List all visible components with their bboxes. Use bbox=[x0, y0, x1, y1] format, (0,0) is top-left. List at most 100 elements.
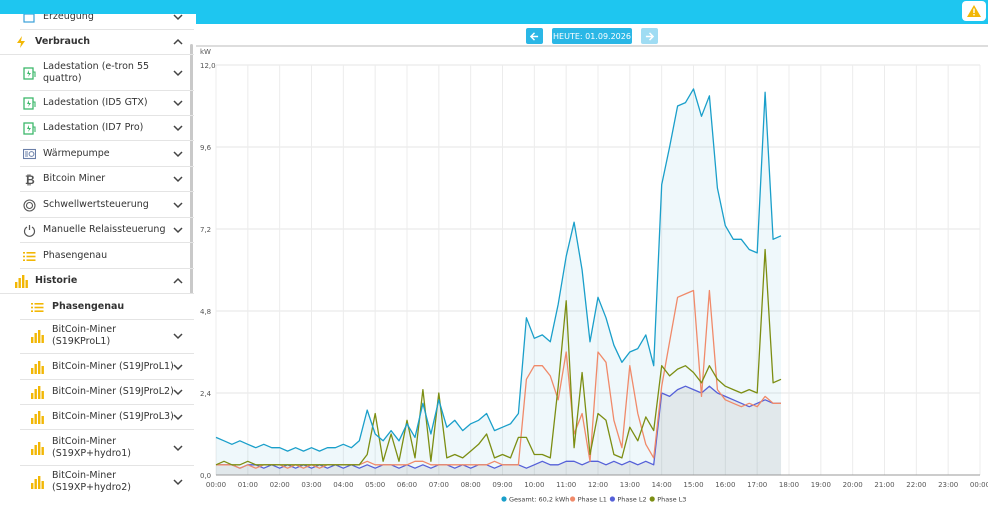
x-tick-label: 05:00 bbox=[365, 481, 385, 489]
sidebar-item-label: BitCoin-Miner (S19JProL2) bbox=[52, 386, 174, 397]
sidebar-item[interactable]: BitCoin-Miner (S19XP+hydro1) bbox=[0, 433, 194, 463]
sidebar-divider bbox=[20, 429, 194, 430]
bar-chart-icon bbox=[30, 441, 44, 455]
legend-marker[interactable] bbox=[570, 496, 576, 502]
sidebar-divider bbox=[20, 140, 194, 141]
sidebar-item[interactable]: BitCoin-Miner (S19JProL2) bbox=[0, 382, 194, 402]
x-tick-label: 06:00 bbox=[397, 481, 417, 489]
chevron-down-icon[interactable] bbox=[172, 386, 184, 398]
ev-charger-icon bbox=[22, 96, 36, 110]
sidebar[interactable]: Erzeugung Verbrauch Ladestation (e-tron 55… bbox=[0, 14, 196, 506]
sidebar-item[interactable]: BitCoin-Miner (S19JProL3) bbox=[0, 407, 194, 427]
arrow-right-icon bbox=[645, 31, 654, 41]
sidebar-item[interactable]: BitCoin-Miner (S19KProL1) bbox=[0, 321, 194, 351]
x-tick-label: 01:00 bbox=[238, 481, 258, 489]
sidebar-item-label: Phasengenau bbox=[43, 250, 108, 261]
sidebar-item[interactable]: Historie bbox=[0, 271, 194, 291]
x-tick-label: 15:00 bbox=[683, 481, 703, 489]
sidebar-item[interactable]: Erzeugung bbox=[0, 14, 194, 27]
x-tick-label: 10:00 bbox=[524, 481, 544, 489]
sidebar-divider bbox=[20, 404, 194, 405]
sidebar-item[interactable]: Wärmepumpe bbox=[0, 144, 194, 164]
date-label-button[interactable]: HEUTE: 01.09.2026 bbox=[552, 28, 632, 44]
sidebar-item[interactable]: Ladestation (ID5 GTX) bbox=[0, 93, 194, 113]
x-tick-label: 19:00 bbox=[811, 481, 831, 489]
sidebar-item[interactable]: Phasengenau bbox=[0, 246, 194, 266]
sidebar-divider bbox=[20, 353, 194, 354]
chevron-down-icon[interactable] bbox=[172, 122, 184, 134]
prev-day-button[interactable] bbox=[526, 28, 543, 44]
legend-label[interactable]: Phase L1 bbox=[578, 496, 607, 504]
legend-marker[interactable] bbox=[609, 496, 615, 502]
x-tick-label: 22:00 bbox=[906, 481, 926, 489]
sidebar-divider bbox=[20, 465, 194, 466]
legend-marker[interactable] bbox=[649, 496, 655, 502]
x-tick-label: 03:00 bbox=[301, 481, 321, 489]
x-tick-label: 07:00 bbox=[429, 481, 449, 489]
legend-marker[interactable] bbox=[501, 496, 507, 502]
sidebar-divider bbox=[0, 293, 194, 294]
series-line[interactable] bbox=[215, 88, 782, 452]
sidebar-item-label: BitCoin-Miner (S19JProL3) bbox=[52, 411, 174, 422]
chevron-up-icon[interactable] bbox=[172, 36, 184, 48]
sidebar-item-label: BitCoin-Miner (S19XP+hydro2) bbox=[52, 470, 131, 493]
generator-icon bbox=[22, 14, 36, 24]
chevron-down-icon[interactable] bbox=[172, 330, 184, 342]
sidebar-item[interactable]: Manuelle Relaissteuerung bbox=[0, 220, 194, 240]
sidebar-scrollbar[interactable] bbox=[190, 44, 193, 294]
sidebar-item-label: Schwellwertsteuerung bbox=[43, 199, 149, 210]
sidebar-item-label: Historie bbox=[35, 275, 78, 286]
sidebar-divider bbox=[20, 217, 194, 218]
sidebar-item[interactable]: BitCoin-Miner (S19JProL1) bbox=[0, 357, 194, 377]
power-icon bbox=[22, 223, 36, 237]
sidebar-item[interactable]: Ladestation (e-tron 55 quattro) bbox=[0, 58, 194, 88]
y-axis-label: kW bbox=[200, 48, 211, 56]
series-line[interactable] bbox=[216, 385, 781, 469]
legend-label[interactable]: Gesamt: 60,2 kWh bbox=[509, 496, 569, 504]
sidebar-item[interactable]: Schwellwertsteuerung bbox=[0, 195, 194, 215]
chevron-up-icon[interactable] bbox=[172, 275, 184, 287]
bar-chart-icon bbox=[30, 329, 44, 343]
sidebar-divider bbox=[20, 115, 194, 116]
x-tick-label: 00:00 bbox=[970, 481, 988, 489]
sidebar-item[interactable]: BitCoin-Miner (S19XP+hydro2) bbox=[0, 467, 194, 497]
chevron-down-icon[interactable] bbox=[172, 14, 184, 23]
chevron-down-icon[interactable] bbox=[172, 411, 184, 423]
sidebar-item[interactable]: Verbrauch bbox=[0, 32, 194, 52]
chevron-down-icon[interactable] bbox=[172, 67, 184, 79]
legend-label[interactable]: Phase L2 bbox=[617, 496, 646, 504]
next-day-button[interactable] bbox=[641, 28, 658, 44]
sidebar-divider bbox=[20, 242, 194, 243]
list-icon bbox=[22, 249, 36, 263]
warning-button[interactable] bbox=[962, 1, 986, 21]
x-tick-label: 04:00 bbox=[333, 481, 353, 489]
arrow-left-icon bbox=[530, 31, 539, 41]
chevron-down-icon[interactable] bbox=[172, 476, 184, 488]
svg-text:₿: ₿ bbox=[25, 173, 35, 186]
legend-label[interactable]: Phase L3 bbox=[657, 496, 686, 504]
chevron-down-icon[interactable] bbox=[172, 442, 184, 454]
y-tick-label: 0,0 bbox=[200, 472, 211, 480]
power-chart[interactable]: 0,0 2,4 4,8 7,2 9,6 12,0 kW 00:00 01:00 02:00 03:0… bbox=[196, 48, 988, 506]
threshold-icon bbox=[22, 198, 36, 212]
sidebar-item-label: Phasengenau bbox=[52, 301, 125, 312]
series-line[interactable] bbox=[215, 248, 782, 466]
ev-charger-icon bbox=[22, 66, 36, 80]
ev-charger-icon bbox=[22, 121, 36, 135]
chevron-down-icon[interactable] bbox=[172, 148, 184, 160]
sidebar-item[interactable]: Phasengenau bbox=[0, 297, 194, 317]
sidebar-divider bbox=[20, 90, 194, 91]
sidebar-item[interactable]: ₿ Bitcoin Miner bbox=[0, 169, 194, 189]
y-tick-label: 2,4 bbox=[200, 390, 212, 398]
sidebar-divider bbox=[20, 379, 194, 380]
chevron-down-icon[interactable] bbox=[172, 97, 184, 109]
sidebar-item[interactable]: Ladestation (ID7 Pro) bbox=[0, 118, 194, 138]
chevron-down-icon[interactable] bbox=[172, 361, 184, 373]
sidebar-item-label: Ladestation (ID5 GTX) bbox=[43, 97, 148, 108]
x-tick-label: 02:00 bbox=[270, 481, 290, 489]
chevron-down-icon[interactable] bbox=[172, 199, 184, 211]
chevron-down-icon[interactable] bbox=[172, 173, 184, 185]
x-tick-label: 09:00 bbox=[492, 481, 512, 489]
chevron-down-icon[interactable] bbox=[172, 224, 184, 236]
y-tick-label: 12,0 bbox=[200, 62, 216, 70]
